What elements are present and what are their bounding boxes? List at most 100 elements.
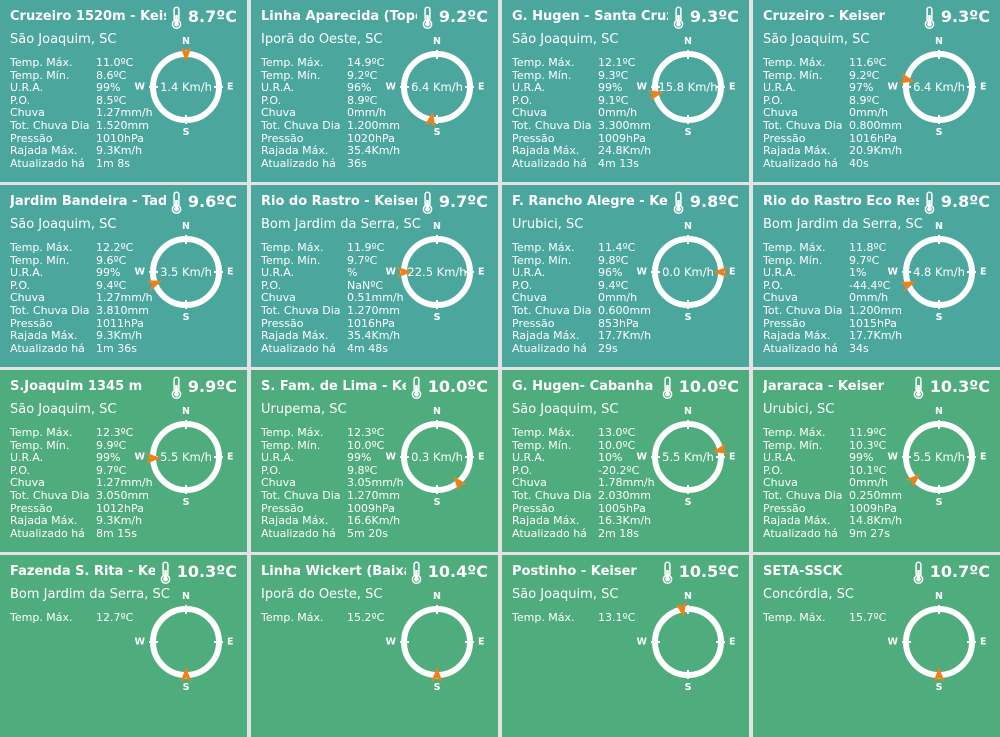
- wind-speed-value: 6.4 Km/h: [411, 80, 463, 94]
- stat-label: Tot. Chuva Dia: [10, 118, 90, 132]
- stat-value: 12.1ºC: [598, 56, 636, 69]
- stat-label: Temp. Máx.: [763, 56, 826, 69]
- station-location: Urubici, SC: [512, 217, 584, 232]
- station-card[interactable]: S. Fam. de Lima - Keiser 10.0ºC Urupema,…: [251, 370, 498, 552]
- station-card[interactable]: Rio do Rastro Eco Resort 9.8ºC Bom Jardi…: [753, 185, 1000, 367]
- station-card[interactable]: Cruzeiro 1520m - Keiser 8.7ºC São Joaqui…: [0, 0, 247, 182]
- stat-value: 16.3Km/h: [598, 514, 652, 528]
- station-stats: Temp. Máx. 12.2ºC Temp. Mín. 9.6ºC U.R.A. 99%…: [10, 241, 162, 355]
- station-card[interactable]: Fazenda S. Rita - Keiser 10.3ºC Bom Jard…: [0, 555, 247, 737]
- stat-label: Pressão: [10, 316, 53, 330]
- station-card[interactable]: Postinho - Keiser 10.5ºC São Joaquim, SC…: [502, 555, 749, 737]
- wind-compass: N W E S: [887, 591, 991, 693]
- stat-label: Chuva: [10, 106, 45, 120]
- stat-row: U.R.A. 99%: [261, 452, 413, 465]
- compass-tick-south: [687, 300, 689, 309]
- station-card[interactable]: Jardim Bandeira - Tadeu 9.6ºC São Joaqui…: [0, 185, 247, 367]
- stat-row: P.O. -44.4ºC: [763, 279, 915, 293]
- stat-row: P.O. 8.9ºC: [763, 94, 915, 108]
- stat-value: 29s: [598, 341, 618, 355]
- station-card[interactable]: Jararaca - Keiser 10.3ºC Urubici, SC Tem…: [753, 370, 1000, 552]
- stat-label: U.R.A.: [763, 266, 797, 280]
- station-card[interactable]: Cruzeiro - Keiser 9.3ºC São Joaquim, SC …: [753, 0, 1000, 182]
- stat-value: 1009hPa: [598, 131, 646, 145]
- wind-direction-arrow-icon: [144, 449, 163, 468]
- compass-tick-east: [465, 456, 474, 458]
- stat-value: 1.27mm/h: [96, 291, 153, 305]
- wind-direction-arrow-icon: [930, 666, 948, 684]
- card-header: Cruzeiro - Keiser 9.3ºC: [763, 6, 990, 30]
- station-card[interactable]: G. Hugen- Cabanha Fundo 10.0ºC São Joaqu…: [502, 370, 749, 552]
- compass-tick-north: [938, 420, 940, 429]
- stat-row: Tot. Chuva Dia 3.300mm: [512, 119, 664, 133]
- stat-row: Atualizado há 34s: [763, 342, 915, 356]
- wind-speed-value: 5.5 Km/h: [913, 450, 965, 464]
- stat-row: Rajada Máx. 17.7Km/h: [763, 330, 915, 343]
- stat-row: U.R.A.%: [261, 267, 413, 280]
- compass-north-label: N: [433, 406, 441, 417]
- station-stats: Temp. Máx. 11.4ºC Temp. Mín. 9.8ºC U.R.A. 96%…: [512, 241, 664, 355]
- stat-value: 13.0ºC: [598, 426, 636, 439]
- stat-label: Tot. Chuva Dia: [10, 303, 90, 317]
- stat-label: Pressão: [10, 501, 53, 515]
- stat-value: 10.1ºC: [849, 463, 887, 477]
- compass-south-label: S: [935, 127, 943, 138]
- stat-row: Temp. Máx. 13.0ºC: [512, 426, 664, 440]
- station-card[interactable]: Linha Wickert (Baixada) - 10.4ºC Iporã d…: [251, 555, 498, 737]
- station-card[interactable]: G. Hugen - Santa Cruz /-S 9.3ºC São Joaq…: [502, 0, 749, 182]
- stat-label: Atualizado há: [512, 341, 587, 355]
- station-card[interactable]: F. Rancho Alegre - Keiser 9.8ºC Urubici,…: [502, 185, 749, 367]
- stat-value: 4m 13s: [598, 156, 639, 170]
- stat-row: Tot. Chuva Dia 0.250mm: [763, 489, 915, 503]
- compass-dial: W E 3.5 Km/h: [135, 235, 234, 309]
- stat-row: Temp. Mín. 9.8ºC: [512, 254, 664, 268]
- compass-north-label: N: [684, 221, 692, 232]
- stat-row: Atualizado há 36s: [261, 157, 413, 171]
- stat-row: Temp. Máx. 14.9ºC: [261, 56, 413, 70]
- stat-row: Chuva 1.27mm/h: [10, 107, 162, 120]
- stat-value: 99%: [96, 81, 121, 95]
- stat-row: U.R.A. 96%: [512, 267, 664, 280]
- stat-value: 8m 15s: [96, 526, 137, 540]
- station-card[interactable]: S.Joaquim 1345 m 9.9ºC São Joaquim, SC T…: [0, 370, 247, 552]
- stat-label: Chuva: [261, 476, 296, 490]
- stat-value: 0mm/h: [849, 106, 889, 120]
- stat-value: 17.7Km/h: [598, 329, 652, 343]
- station-title: G. Hugen- Cabanha Fundo: [512, 379, 657, 394]
- current-temperature: 10.3ºC: [176, 562, 237, 581]
- compass-west-label: W: [134, 81, 145, 93]
- stat-value: 9.2ºC: [849, 68, 880, 82]
- stat-value: 9.7ºC: [96, 463, 127, 477]
- stat-value: 1m 36s: [96, 341, 137, 355]
- stat-label: Atualizado há: [763, 156, 838, 170]
- stat-row: Temp. Máx. 12.3ºC: [10, 426, 162, 440]
- stat-row: Pressão 1009hPa: [763, 502, 915, 516]
- stat-row: Temp. Máx. 11.6ºC: [763, 56, 915, 70]
- station-stats: Temp. Máx. 13.0ºC Temp. Mín. 10.0ºC U.R.A. 10…: [512, 426, 664, 540]
- stat-label: Chuva: [512, 476, 547, 490]
- stat-value: 4m 48s: [347, 341, 388, 355]
- compass-tick-east: [465, 271, 474, 273]
- stat-label: P.O.: [10, 93, 31, 107]
- compass-west-label: W: [636, 451, 647, 463]
- compass-south-label: S: [182, 497, 190, 508]
- compass-east-label: E: [478, 451, 485, 463]
- stat-row: U.R.A. 99%: [10, 452, 162, 465]
- compass-west-label: W: [636, 81, 647, 93]
- station-card[interactable]: Rio do Rastro - Keiser 9.7ºC Bom Jardim …: [251, 185, 498, 367]
- stat-value: 3.050mm: [96, 488, 149, 502]
- stat-value: 24.8Km/h: [598, 144, 652, 158]
- station-card[interactable]: SETA-SSCK 10.7ºC Concórdia, SC Temp. Máx…: [753, 555, 1000, 737]
- card-header: F. Rancho Alegre - Keiser 9.8ºC: [512, 191, 739, 215]
- stat-label: P.O.: [10, 463, 31, 477]
- wind-speed-value: 15.8 Km/h: [658, 80, 718, 94]
- thermometer-icon: [913, 561, 924, 585]
- station-card[interactable]: Linha Aparecida (Topo) - 9.2ºC Iporã do …: [251, 0, 498, 182]
- compass-north-label: N: [935, 591, 943, 602]
- compass-tick-west: [149, 271, 158, 273]
- wind-speed-value: 1.4 Km/h: [160, 80, 212, 94]
- compass-west-label: W: [636, 636, 647, 648]
- compass-tick-east: [967, 271, 976, 273]
- stat-label: Tot. Chuva Dia: [512, 488, 592, 502]
- stat-label: Temp. Máx.: [261, 56, 324, 69]
